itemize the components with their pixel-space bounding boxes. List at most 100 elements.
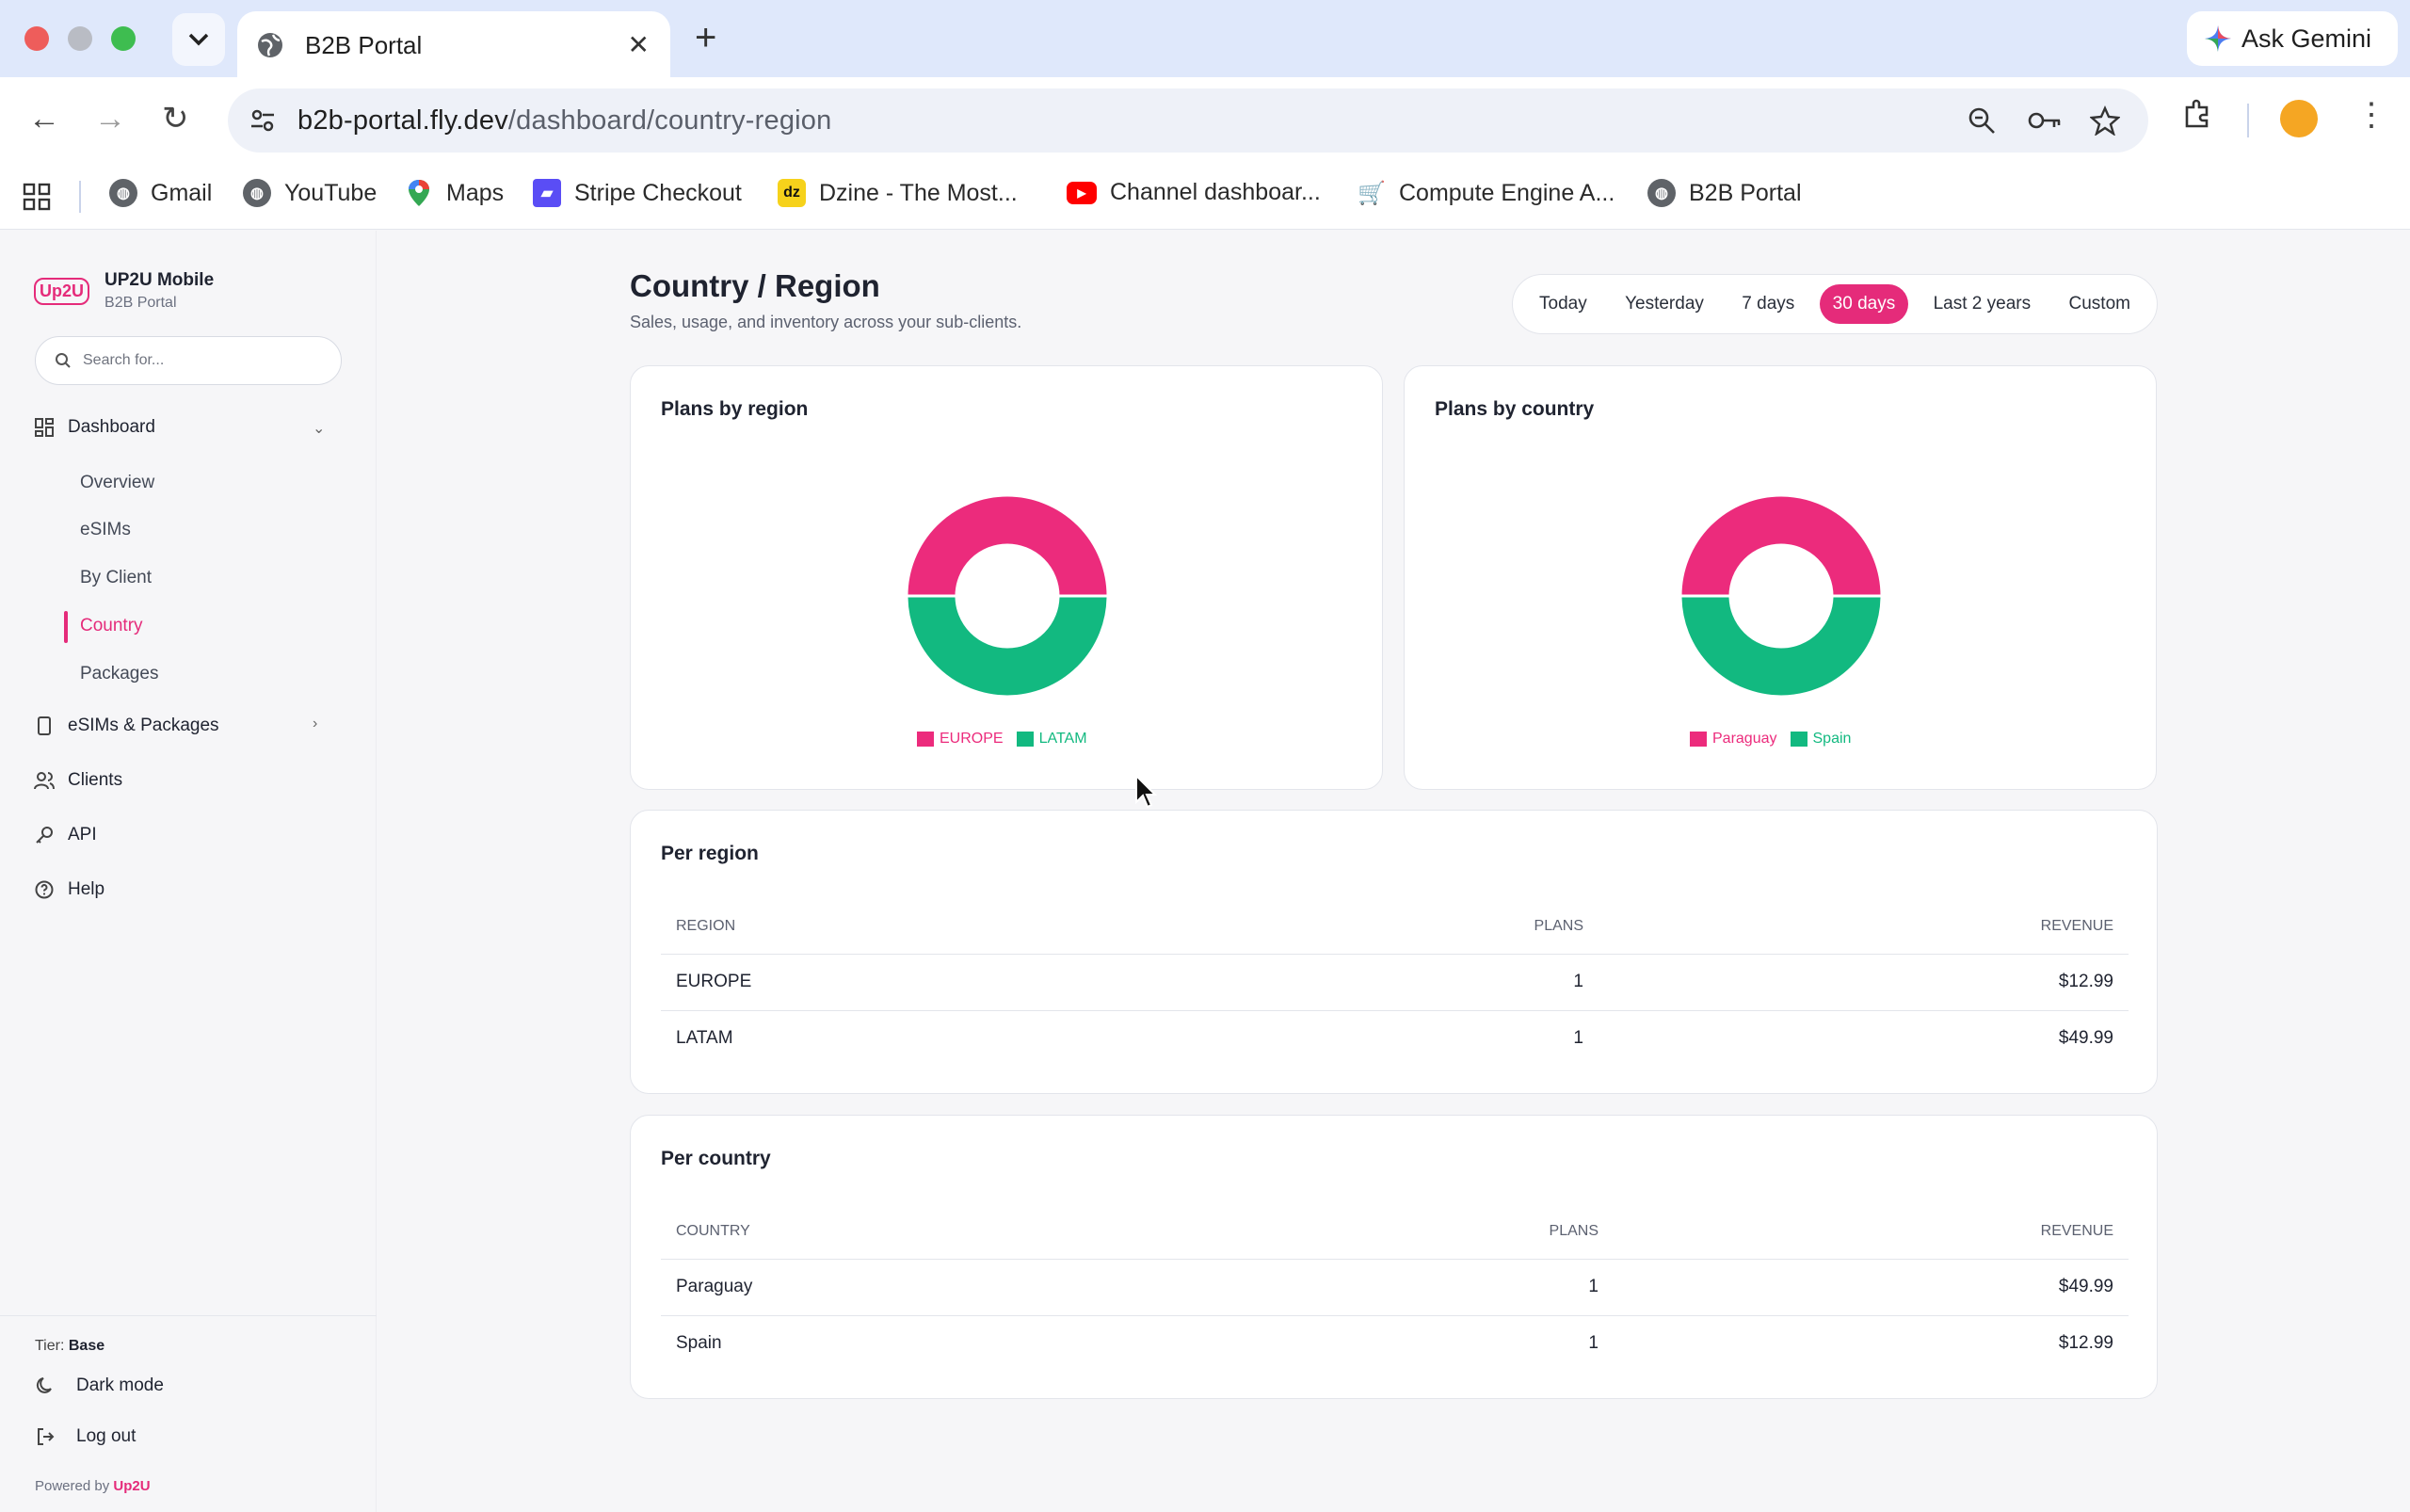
help-circle-icon <box>34 879 55 900</box>
users-icon <box>34 770 55 791</box>
column-header-country[interactable]: COUNTRY <box>661 1204 1320 1260</box>
per-region-table: REGION PLANS REVENUE EUROPE 1 $12.99 LAT… <box>661 899 2129 1067</box>
per-country-title: Per country <box>661 1148 771 1169</box>
column-header-revenue[interactable]: REVENUE <box>1583 899 2129 955</box>
legend-label-spain[interactable]: Spain <box>1812 731 1852 747</box>
password-key-icon[interactable] <box>2028 106 2062 135</box>
range-7-days[interactable]: 7 days <box>1742 294 1795 314</box>
cell-plans: 1 <box>1588 1333 1599 1354</box>
bookmark-channel-dashboard[interactable]: ▶ Channel dashboar... <box>1067 179 1321 206</box>
range-yesterday[interactable]: Yesterday <box>1625 294 1704 314</box>
sidebar-subitem-by-client[interactable]: By Client <box>80 568 153 587</box>
profile-avatar[interactable] <box>2280 100 2318 137</box>
donut-slice-spain[interactable] <box>1679 594 1884 699</box>
ask-gemini-label: Ask Gemini <box>2241 24 2372 53</box>
bookmark-maps[interactable]: Maps <box>405 179 504 207</box>
sidebar-item-esims-packages[interactable]: eSIMs & Packages <box>34 716 219 736</box>
range-today[interactable]: Today <box>1539 294 1587 314</box>
brand-logo: Up2U <box>34 277 90 305</box>
zoom-icon[interactable] <box>1968 106 1996 135</box>
ask-gemini-button[interactable]: Ask Gemini <box>2187 11 2398 66</box>
sidebar-item-api[interactable]: API <box>34 825 97 845</box>
reload-icon[interactable]: ↻ <box>162 101 189 137</box>
chart-title: Plans by region <box>661 398 809 420</box>
column-header-plans[interactable]: PLANS <box>1320 1204 1599 1260</box>
legend-label-latam[interactable]: LATAM <box>1038 731 1087 747</box>
bookmark-stripe[interactable]: ▰ Stripe Checkout <box>533 179 742 207</box>
chevron-down-icon[interactable]: ⌄ <box>313 421 326 437</box>
chart-legend: Paraguay Spain <box>1690 731 1851 748</box>
legend-label-paraguay[interactable]: Paraguay <box>1712 731 1777 747</box>
minimize-window-button[interactable] <box>68 26 92 51</box>
range-30-days[interactable]: 30 days <box>1819 284 1909 324</box>
bookmark-compute-engine[interactable]: 🛒 Compute Engine A... <box>1358 179 1615 207</box>
site-settings-icon[interactable] <box>249 106 277 135</box>
column-header-plans[interactable]: PLANS <box>1320 899 1583 955</box>
bookmark-star-icon[interactable] <box>2090 105 2120 136</box>
cell-revenue: $49.99 <box>2058 1028 2113 1049</box>
brand[interactable]: Up2U UP2U Mobile B2B Portal <box>34 270 214 312</box>
table-row: EUROPE 1 $12.99 <box>661 954 2129 1011</box>
sidebar-item-clients[interactable]: Clients <box>34 770 122 791</box>
chevron-down-icon <box>188 33 209 46</box>
close-window-button[interactable] <box>24 26 49 51</box>
toolbar-divider <box>2247 104 2249 137</box>
sidebar-item-help[interactable]: Help <box>34 879 104 900</box>
url-path: /dashboard/country-region <box>507 105 832 136</box>
globe-icon: ◍ <box>109 179 137 207</box>
bookmark-label: Stripe Checkout <box>574 179 742 206</box>
cell-country: Spain <box>676 1333 722 1354</box>
range-custom[interactable]: Custom <box>2068 294 2130 314</box>
address-bar[interactable]: b2b-portal.fly.dev/dashboard/country-reg… <box>228 88 2148 153</box>
chart-legend: EUROPE LATAM <box>917 731 1087 748</box>
sidebar-subitem-country[interactable]: Country <box>80 616 143 635</box>
search-input[interactable] <box>83 352 309 369</box>
cell-region: EUROPE <box>661 954 1320 1011</box>
tab-strip: B2B Portal ✕ + Ask Gemini <box>0 0 2410 79</box>
chevron-right-icon[interactable]: › <box>313 716 318 732</box>
region-donut-chart <box>905 493 1110 699</box>
sidebar-subitem-esims[interactable]: eSIMs <box>80 520 131 539</box>
bookmark-youtube[interactable]: ◍ YouTube <box>243 179 377 207</box>
new-tab-button[interactable]: + <box>695 17 717 58</box>
back-arrow-icon[interactable]: ← <box>28 101 60 137</box>
sidebar-item-label: API <box>68 825 97 844</box>
range-last-2-years[interactable]: Last 2 years <box>1933 294 2032 314</box>
legend-label-europe[interactable]: EUROPE <box>940 731 1004 747</box>
column-header-region[interactable]: REGION <box>661 899 1320 955</box>
powered-by-brand: Up2U <box>113 1478 151 1494</box>
mouse-cursor-icon <box>1135 774 1157 809</box>
bookmark-b2b-portal[interactable]: ◍ B2B Portal <box>1647 179 1802 207</box>
url-host: b2b-portal.fly.dev <box>297 105 508 136</box>
cell-plans: 1 <box>1320 1259 1599 1316</box>
close-tab-icon[interactable]: ✕ <box>627 30 650 59</box>
cart-icon: 🛒 <box>1358 180 1386 206</box>
maximize-window-button[interactable] <box>111 26 136 51</box>
sidebar-subitem-overview[interactable]: Overview <box>80 473 155 492</box>
date-range-selector: Today Yesterday 7 days 30 days Last 2 ye… <box>1512 274 2158 334</box>
bookmark-label: Maps <box>446 179 505 206</box>
browser-tab[interactable]: B2B Portal ✕ <box>237 11 670 79</box>
cell-region: LATAM <box>676 1028 733 1049</box>
bookmark-gmail[interactable]: ◍ Gmail <box>109 179 212 207</box>
donut-slice-latam[interactable] <box>905 594 1110 699</box>
apps-grid-icon[interactable] <box>23 183 51 211</box>
donut-slice-paraguay[interactable] <box>1679 493 1884 598</box>
donut-slice-europe[interactable] <box>905 493 1110 598</box>
legend-swatch-spain <box>1790 732 1808 747</box>
extensions-puzzle-icon[interactable] <box>2182 98 2214 130</box>
brand-name: UP2U Mobile <box>104 270 215 290</box>
sim-card-icon <box>34 716 55 736</box>
plans-by-country-card: Plans by country Paraguay Spain <box>1404 365 2157 790</box>
sidebar-subitem-packages[interactable]: Packages <box>80 664 159 684</box>
bookmark-label: Gmail <box>151 179 213 206</box>
bookmark-dzine[interactable]: dz Dzine - The Most... <box>778 179 1018 207</box>
browser-menu-icon[interactable]: ⋮ <box>2355 97 2387 133</box>
forward-arrow-icon[interactable]: → <box>94 101 126 137</box>
dark-mode-toggle[interactable]: Dark mode <box>35 1375 164 1396</box>
globe-icon: ◍ <box>1647 179 1676 207</box>
logout-button[interactable]: Log out <box>35 1426 136 1447</box>
sidebar-item-dashboard[interactable]: Dashboard <box>34 417 326 438</box>
tab-search-button[interactable] <box>172 13 225 66</box>
column-header-revenue[interactable]: REVENUE <box>1599 1204 2129 1260</box>
